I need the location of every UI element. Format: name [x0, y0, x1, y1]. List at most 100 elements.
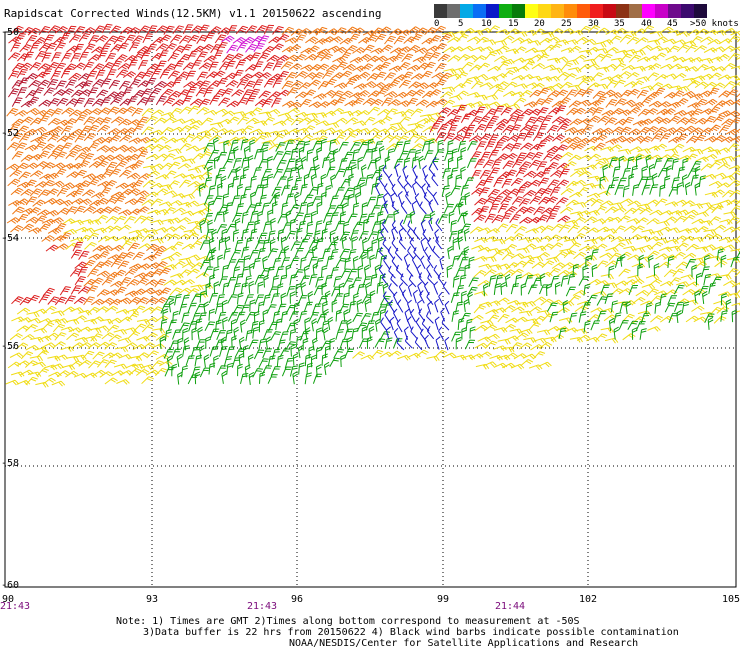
- wind-barb: [578, 311, 587, 323]
- wind-barb: [16, 360, 30, 367]
- wind-barb: [527, 179, 541, 188]
- wind-barb: [167, 233, 181, 242]
- wind-barb: [322, 156, 330, 169]
- wind-barb: [604, 293, 614, 304]
- wind-barb: [115, 235, 130, 242]
- wind-barb: [635, 37, 649, 45]
- wind-barb: [333, 82, 348, 90]
- wind-barb: [707, 87, 720, 97]
- wind-barb: [150, 163, 164, 170]
- wind-barb: [393, 52, 406, 61]
- wind-barb: [388, 299, 396, 313]
- wind-barb: [651, 172, 658, 186]
- wind-barb: [700, 252, 715, 260]
- wind-barb: [123, 146, 137, 153]
- wind-barb: [694, 182, 701, 196]
- wind-barb: [363, 218, 370, 231]
- wind-barb: [281, 26, 295, 35]
- wind-barb: [414, 337, 423, 351]
- wind-barb: [178, 303, 188, 315]
- wind-barb: [609, 35, 622, 44]
- wind-barb: [432, 245, 440, 259]
- wind-barb: [342, 221, 350, 234]
- wind-barb: [147, 262, 161, 269]
- wind-barb: [179, 106, 192, 115]
- wind-barb: [51, 310, 65, 317]
- wind-barb: [572, 216, 586, 224]
- wind-barb: [243, 80, 256, 90]
- wind-barb: [249, 88, 261, 98]
- wind-barb: [426, 311, 434, 324]
- wind-barb: [342, 278, 354, 288]
- wind-barb: [280, 257, 291, 268]
- wind-barb: [493, 142, 504, 152]
- wind-barb: [104, 359, 117, 368]
- wind-barb: [492, 87, 505, 96]
- wind-barb: [415, 99, 429, 107]
- wind-barb: [37, 150, 50, 160]
- wind-barb: [216, 365, 227, 376]
- wind-barb: [6, 108, 19, 117]
- wind-barb: [208, 274, 216, 287]
- wind-barb: [209, 95, 221, 105]
- wind-barb: [676, 117, 690, 125]
- wind-barb: [7, 52, 21, 61]
- wind-barb: [554, 56, 569, 63]
- legend-tick-label: 35: [614, 19, 625, 29]
- wind-barb: [416, 62, 430, 71]
- wind-barb: [635, 321, 646, 331]
- wind-barb: [683, 252, 697, 260]
- wind-barb: [631, 327, 638, 340]
- wind-barb: [656, 220, 670, 227]
- wind-barb: [159, 336, 166, 349]
- wind-barb: [199, 345, 205, 359]
- wind-barb: [506, 134, 520, 142]
- wind-barb: [383, 72, 396, 81]
- wind-barb: [117, 260, 130, 270]
- wind-barb: [646, 250, 660, 259]
- wind-barb: [15, 162, 29, 171]
- wind-barb: [258, 358, 269, 368]
- wind-barb: [493, 123, 506, 132]
- wind-barb: [251, 35, 264, 44]
- wind-barb: [341, 235, 348, 249]
- wind-barb: [186, 124, 200, 133]
- wind-barb: [339, 157, 348, 169]
- wind-barb: [442, 168, 451, 179]
- wind-barb: [687, 79, 701, 88]
- wind-barb: [428, 138, 435, 152]
- wind-barb: [620, 53, 633, 62]
- wind-barb: [548, 267, 561, 276]
- wind-barb: [568, 45, 582, 53]
- wind-barb: [96, 145, 110, 152]
- wind-barb: [51, 52, 62, 62]
- wind-barb: [613, 225, 626, 234]
- wind-barb: [514, 83, 528, 90]
- wind-barb: [100, 136, 115, 144]
- wind-barb: [460, 184, 469, 196]
- wind-barb: [687, 102, 701, 109]
- wind-barb: [172, 77, 183, 88]
- wind-barb: [613, 207, 627, 214]
- wind-barb: [735, 78, 740, 81]
- wind-barb: [262, 348, 273, 359]
- wind-barb: [451, 331, 462, 342]
- wind-barb: [659, 210, 674, 216]
- wind-barb: [694, 117, 708, 125]
- wind-barb: [649, 209, 663, 216]
- wind-barb: [576, 334, 591, 342]
- wind-barb: [360, 313, 372, 323]
- wind-barb: [433, 281, 439, 295]
- wind-barb: [381, 272, 389, 287]
- wind-barb: [110, 44, 123, 53]
- wind-barb: [396, 100, 411, 107]
- wind-barb: [730, 30, 740, 36]
- wind-barb: [407, 299, 412, 314]
- wind-barb: [387, 246, 395, 260]
- wind-barb: [600, 284, 610, 295]
- wind-barb: [533, 206, 546, 216]
- wind-barb: [364, 298, 371, 312]
- wind-barb: [280, 292, 287, 306]
- wind-barb: [277, 229, 285, 242]
- wind-barb: [528, 75, 543, 82]
